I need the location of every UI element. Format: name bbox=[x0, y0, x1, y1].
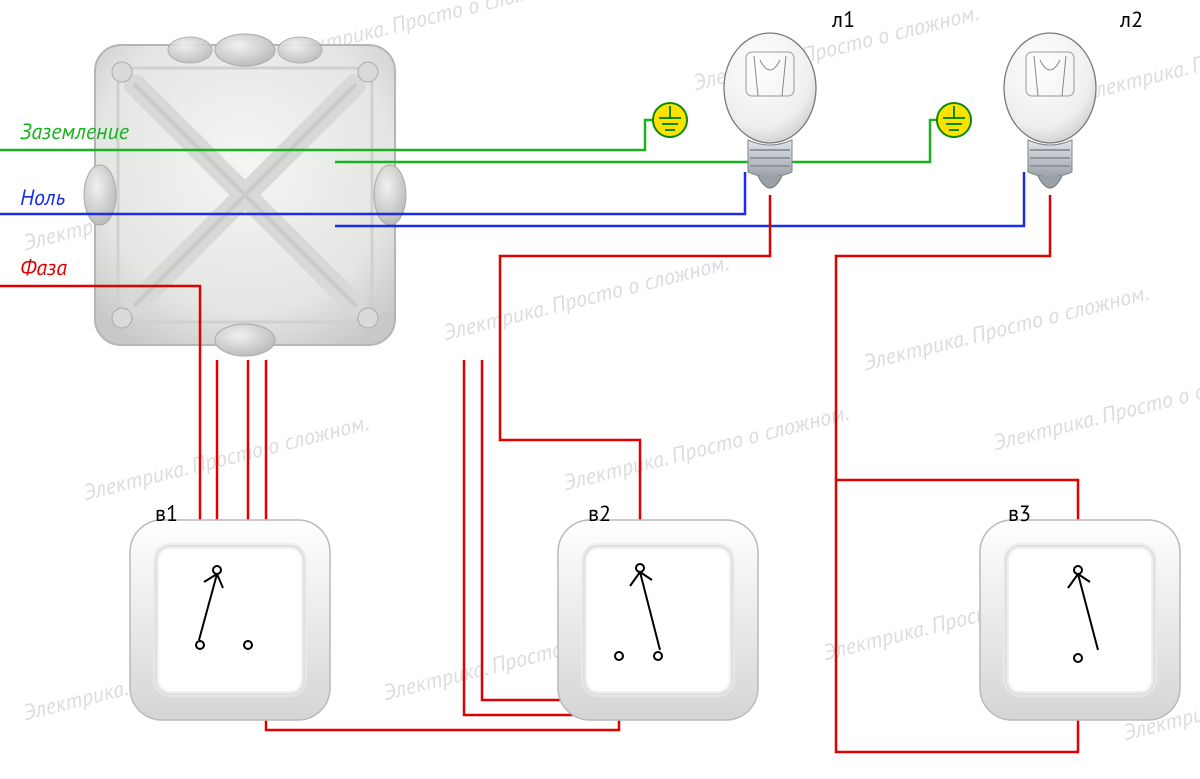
label-sw3: в3 bbox=[1008, 500, 1031, 528]
switch-3 bbox=[980, 520, 1180, 720]
lamp-1 bbox=[724, 33, 816, 188]
label-neutral: Ноль bbox=[20, 184, 65, 212]
switch-2 bbox=[558, 520, 758, 720]
lamp-2 bbox=[1004, 33, 1096, 188]
label-ground: Заземление bbox=[20, 118, 129, 146]
junction-box bbox=[84, 34, 406, 356]
earth-symbol-1 bbox=[653, 103, 687, 137]
label-lamp2: л2 bbox=[1120, 6, 1143, 34]
label-lamp1: л1 bbox=[832, 6, 855, 34]
label-sw1: в1 bbox=[155, 500, 178, 528]
switch-1 bbox=[130, 520, 330, 720]
label-phase: Фаза bbox=[20, 254, 67, 282]
earth-symbol-2 bbox=[937, 103, 971, 137]
label-sw2: в2 bbox=[588, 500, 611, 528]
wiring-diagram bbox=[0, 0, 1200, 779]
